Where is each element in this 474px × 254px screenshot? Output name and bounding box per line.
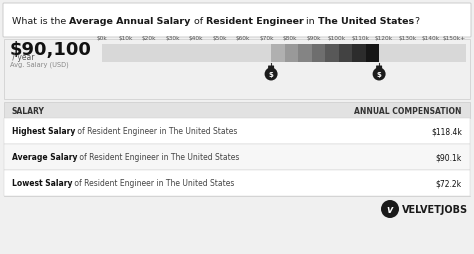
Text: of Resident Engineer in The United States: of Resident Engineer in The United State… (75, 127, 238, 136)
Bar (365, 45, 379, 63)
Bar (338, 45, 352, 63)
Text: Average Salary: Average Salary (12, 153, 78, 162)
Bar (4, 40, 470, 100)
Text: $72.2k: $72.2k (436, 179, 462, 188)
Bar (311, 45, 325, 63)
Bar (284, 45, 298, 63)
Text: $20k: $20k (142, 36, 156, 41)
Text: Resident Engineer: Resident Engineer (206, 17, 303, 25)
Bar (4, 145, 470, 170)
Text: $90.1k: $90.1k (436, 153, 462, 162)
Bar (4, 170, 470, 196)
Text: $90k: $90k (306, 36, 320, 41)
Bar (4, 103, 470, 119)
Text: ANNUAL COMPENSATION: ANNUAL COMPENSATION (355, 106, 462, 115)
Text: $: $ (269, 72, 273, 78)
Text: / year: / year (10, 53, 35, 62)
Bar (352, 45, 365, 63)
Bar (325, 45, 338, 63)
Text: $70k: $70k (259, 36, 273, 41)
Text: VELVETJOBS: VELVETJOBS (402, 204, 468, 214)
Text: Lowest Salary: Lowest Salary (12, 179, 73, 188)
Bar (4, 119, 470, 145)
Circle shape (264, 68, 278, 81)
Text: $140k: $140k (422, 36, 440, 41)
Text: $10k: $10k (118, 36, 133, 41)
Text: $118.4k: $118.4k (431, 127, 462, 136)
Text: $130k: $130k (398, 36, 416, 41)
Text: $120k: $120k (375, 36, 393, 41)
Bar (271, 45, 284, 63)
Text: $: $ (377, 72, 382, 78)
Text: $40k: $40k (189, 36, 203, 41)
Text: $50k: $50k (212, 36, 227, 41)
Text: of Resident Engineer in The United States: of Resident Engineer in The United State… (78, 153, 240, 162)
FancyBboxPatch shape (268, 66, 274, 70)
Text: What is the: What is the (12, 17, 69, 25)
Circle shape (373, 68, 386, 81)
Text: $90,100: $90,100 (10, 41, 92, 59)
Bar (298, 45, 311, 63)
Text: $150k+: $150k+ (443, 36, 466, 41)
FancyBboxPatch shape (376, 66, 382, 70)
Circle shape (381, 200, 399, 218)
Text: ?: ? (414, 17, 419, 25)
Text: Average Annual Salary: Average Annual Salary (69, 17, 191, 25)
FancyBboxPatch shape (3, 4, 471, 38)
Text: of: of (191, 17, 206, 25)
Text: $30k: $30k (165, 36, 180, 41)
Text: $110k: $110k (351, 36, 369, 41)
Text: Avg. Salary (USD): Avg. Salary (USD) (10, 61, 69, 68)
Text: Highest Salary: Highest Salary (12, 127, 75, 136)
Text: of Resident Engineer in The United States: of Resident Engineer in The United State… (73, 179, 235, 188)
Text: $0k: $0k (97, 36, 108, 41)
Text: The United States: The United States (318, 17, 414, 25)
Text: v: v (387, 204, 393, 214)
Bar (102, 45, 466, 63)
Text: $80k: $80k (283, 36, 297, 41)
Text: $60k: $60k (236, 36, 250, 41)
Text: SALARY: SALARY (12, 106, 45, 115)
Text: $100k: $100k (328, 36, 346, 41)
Text: in: in (303, 17, 318, 25)
